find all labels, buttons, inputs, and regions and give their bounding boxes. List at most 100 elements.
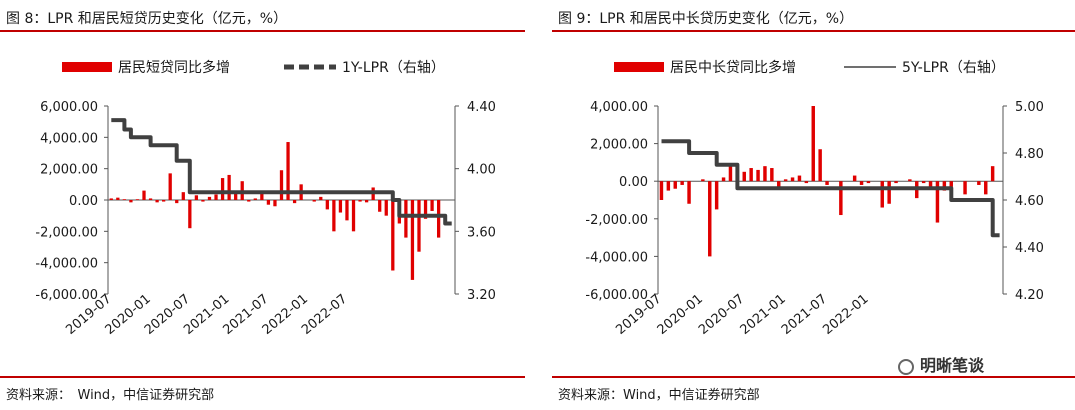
bar xyxy=(358,200,362,202)
bar xyxy=(949,181,953,187)
bar xyxy=(714,181,719,210)
bar xyxy=(135,199,140,200)
bar xyxy=(673,181,677,189)
y2-tick-label: 4.00 xyxy=(467,163,496,178)
watermark: 明晰笔谈 xyxy=(898,352,984,376)
y-tick-label: -2,000.00 xyxy=(585,213,648,228)
y2-tick-label: 3.60 xyxy=(467,225,496,240)
y2-tick-label: 4.80 xyxy=(1015,147,1044,162)
bar xyxy=(253,198,257,200)
legend: 居民短贷同比多增 1Y-LPR（右轴） xyxy=(62,59,445,76)
bar xyxy=(811,106,815,182)
y2-tick-label: 4.20 xyxy=(1015,288,1044,303)
bar xyxy=(756,169,760,182)
line-series xyxy=(661,139,1000,238)
source-note: 资料来源： Wind，中信证券研究部 xyxy=(6,388,215,403)
bar xyxy=(319,196,323,200)
figure-title: 图 9：LPR 和居民中长贷历史变化（亿元，%） xyxy=(558,11,854,27)
bar xyxy=(963,181,967,195)
chart-lpr-longterm-loans: 居民中长贷同比多增 5Y-LPR（右轴） 4,000.00 2,000.00 0.00 -… xyxy=(585,59,1044,338)
source-rule xyxy=(552,376,1075,378)
bar xyxy=(436,200,441,238)
y2-tick-label: 4.40 xyxy=(1015,241,1044,256)
x-tick-label: 2021-07 xyxy=(779,292,830,338)
bar xyxy=(227,174,231,200)
bar xyxy=(286,142,290,200)
bar xyxy=(742,171,746,182)
bar xyxy=(345,200,349,221)
x-tick-label: 2020-01 xyxy=(655,292,706,338)
bar xyxy=(391,200,395,271)
bar xyxy=(194,195,199,200)
bar xyxy=(921,181,926,184)
y2-tick-label: 5.00 xyxy=(1015,100,1044,115)
source-rule xyxy=(0,376,525,378)
y-tick-label: -6,000.00 xyxy=(585,288,648,303)
bar xyxy=(417,200,421,252)
bar xyxy=(866,181,871,184)
x-tick-label: 2020-07 xyxy=(696,292,747,338)
bar xyxy=(894,181,898,184)
bar xyxy=(825,181,829,185)
bar xyxy=(728,166,733,182)
bar xyxy=(687,181,691,204)
bar xyxy=(708,181,712,257)
legend-label: 居民中长贷同比多增 xyxy=(670,59,796,76)
bar xyxy=(749,168,753,182)
bar xyxy=(181,192,185,200)
bar xyxy=(142,190,146,200)
bar xyxy=(783,179,788,182)
bar xyxy=(839,181,843,216)
bar xyxy=(214,194,218,200)
bar xyxy=(109,198,113,200)
bar xyxy=(378,200,382,212)
bar xyxy=(942,181,947,191)
bar xyxy=(234,193,238,200)
chart-panel-right: 图 9：LPR 和居民中长贷历史变化（亿元，%） 居民中长贷同比多增 5Y-LPR… xyxy=(552,0,1075,410)
bar xyxy=(770,168,774,182)
bar xyxy=(659,181,664,200)
y-tick-label: -6,000.00 xyxy=(35,288,98,303)
x-tick-label: 2022-01 xyxy=(820,292,871,338)
legend-label: 1Y-LPR（右轴） xyxy=(342,60,445,76)
y-tick-label: 4,000.00 xyxy=(590,100,648,115)
bar xyxy=(797,175,802,182)
bar xyxy=(364,200,369,203)
bar xyxy=(220,178,225,200)
bar xyxy=(908,179,912,182)
chart-panel-left: 图 8：LPR 和居民短贷历史变化（亿元，%） 居民短贷同比多增 1Y-LPR（右… xyxy=(0,0,525,410)
bar xyxy=(292,200,297,204)
y-tick-label: 0.00 xyxy=(619,175,648,190)
y-tick-label: 0.00 xyxy=(69,194,98,209)
bar xyxy=(880,181,884,208)
bar xyxy=(266,200,271,205)
bar xyxy=(404,200,408,238)
y-tick-label: 6,000.00 xyxy=(40,100,98,115)
bar xyxy=(162,200,166,202)
x-tick-label: 2021-01 xyxy=(738,292,789,338)
bar xyxy=(852,175,857,182)
y2-tick-label: 4.60 xyxy=(1015,194,1044,209)
y-tick-label: -2,000.00 xyxy=(35,225,98,240)
bar xyxy=(148,198,153,200)
y2-tick-label: 4.40 xyxy=(467,100,496,115)
bar xyxy=(935,181,940,223)
y-tick-label: -4,000.00 xyxy=(35,257,98,272)
line-series xyxy=(111,118,452,226)
bar xyxy=(312,200,316,202)
y-tick-label: -4,000.00 xyxy=(585,250,648,265)
bar xyxy=(984,181,988,195)
legend-swatch-bar xyxy=(614,62,664,72)
bar xyxy=(325,200,329,210)
bar xyxy=(188,200,192,229)
bar xyxy=(701,179,705,182)
figure-title: 图 8：LPR 和居民短贷历史变化（亿元，%） xyxy=(6,11,288,27)
y-tick-label: 2,000.00 xyxy=(590,138,648,153)
bar xyxy=(384,200,388,216)
bar xyxy=(777,181,781,187)
bar xyxy=(207,196,212,200)
bar xyxy=(430,200,434,211)
bar xyxy=(990,166,995,182)
y-tick-label: 2,000.00 xyxy=(40,163,98,178)
legend-label: 5Y-LPR（右轴） xyxy=(902,60,1005,76)
